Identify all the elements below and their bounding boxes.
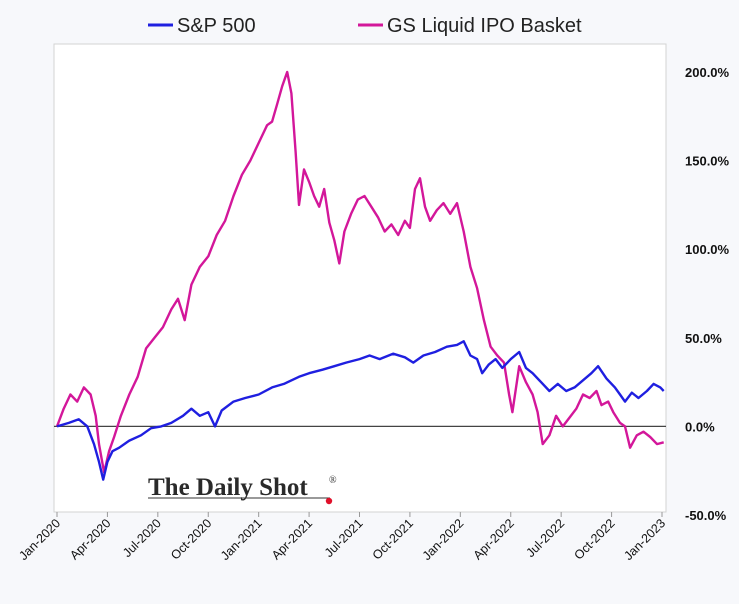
watermark-logo: The Daily Shot ® (148, 474, 337, 505)
series-line-ipo-basket (55, 70, 665, 474)
y-tick-label: 0.0% (685, 419, 715, 434)
series-layer (55, 70, 665, 481)
watermark-text: The Daily Shot (148, 474, 308, 501)
y-tick-label: -50.0% (685, 508, 727, 523)
y-tick-label: 200.0% (685, 65, 730, 80)
y-tick-label: 50.0% (685, 331, 722, 346)
legend-label-sp500: S&P 500 (177, 15, 256, 37)
legend-item-sp500: S&P 500 (148, 15, 256, 37)
watermark-red-dot (325, 497, 333, 505)
plot-area (53, 43, 667, 513)
series-line-sp500 (56, 340, 665, 481)
watermark-registered-mark: ® (329, 475, 337, 486)
y-tick-label: 100.0% (685, 242, 730, 257)
legend: S&P 500 GS Liquid IPO Basket (148, 15, 582, 37)
y-tick-label: 150.0% (685, 154, 730, 169)
legend-label-ipo-basket: GS Liquid IPO Basket (387, 15, 582, 37)
legend-item-ipo-basket: GS Liquid IPO Basket (358, 15, 582, 37)
